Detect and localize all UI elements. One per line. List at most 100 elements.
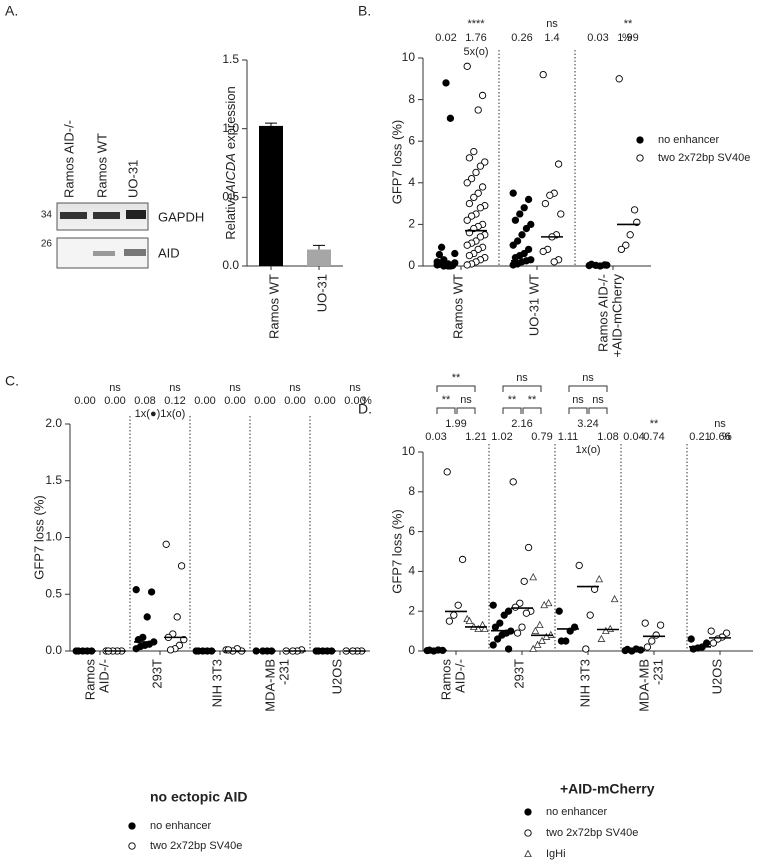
y-tick-label: 0 (408, 258, 415, 272)
bracket (522, 407, 542, 414)
significance: ** (452, 372, 461, 384)
point (626, 231, 634, 239)
point (648, 637, 656, 645)
point (454, 601, 462, 609)
point (557, 210, 565, 218)
panel-label: B. (358, 3, 371, 19)
point (173, 613, 181, 621)
bracket (502, 407, 522, 414)
series-group (575, 561, 599, 653)
point (516, 210, 524, 218)
point (465, 251, 474, 260)
percent-label: 1.4 (544, 32, 559, 44)
x-tick-label: MDA-MB (636, 659, 651, 712)
bracket (436, 385, 476, 392)
y-axis-label-part: expression (223, 86, 238, 149)
y-tick-label: 10 (402, 444, 416, 458)
point (463, 216, 471, 224)
significance: ** (624, 18, 633, 30)
x-tick-label: NIH 3T3 (577, 659, 592, 707)
point (656, 621, 665, 629)
point (516, 599, 524, 607)
percent-label: 3.24 (577, 418, 598, 430)
x-tick-label: U2OS (329, 659, 344, 695)
point (481, 158, 489, 166)
point (489, 601, 497, 609)
point (511, 216, 520, 224)
point (224, 646, 233, 654)
legend-label: two 2x72bp SV40e (658, 152, 750, 164)
point (444, 262, 452, 270)
y-axis-label: RelativeAICDA expression (223, 86, 238, 240)
percent-label: 0.00 (104, 395, 125, 407)
significance: ns (546, 18, 558, 30)
percent-label: 0.08 (134, 395, 155, 407)
point (513, 629, 522, 637)
band (60, 212, 87, 219)
point (476, 162, 485, 170)
panel-label: D. (358, 401, 372, 417)
percent-label: 0.00 (194, 395, 215, 407)
x-tick-label: +AID-mCherry (609, 274, 624, 358)
percent-label: 0.00 (224, 395, 245, 407)
significance: **** (467, 18, 485, 30)
point (504, 645, 513, 653)
point (463, 261, 471, 269)
x-tick-label: Ramos (82, 659, 97, 701)
legend-label: no enhancer (150, 820, 211, 832)
series-group (687, 635, 711, 653)
percent-label: 0.26 (511, 32, 532, 44)
significance: ns (592, 394, 604, 406)
point (437, 243, 446, 251)
bracket (502, 385, 542, 392)
y-tick-label: 6 (408, 133, 415, 147)
significance: ns (229, 382, 241, 394)
legend-title: no ectopic AID (150, 789, 248, 805)
point (450, 611, 458, 619)
bracket (568, 385, 608, 392)
series-group (132, 586, 158, 653)
point (177, 562, 186, 570)
series-group (509, 189, 535, 269)
point (529, 644, 538, 652)
percent-label: 2.16 (511, 418, 532, 430)
series-group (489, 601, 515, 653)
percent-label: 0.79 (531, 431, 552, 443)
point (463, 241, 471, 249)
band (93, 212, 120, 219)
y-axis-label: GFP7 loss (%) (389, 120, 404, 205)
legend-label: two 2x72bp SV40e (150, 840, 242, 852)
y-axis-label: GFP7 loss (%) (389, 509, 404, 594)
bracket (456, 407, 476, 414)
point (520, 577, 528, 585)
point (433, 258, 441, 266)
point (132, 586, 140, 594)
point (687, 635, 695, 643)
point (707, 627, 715, 635)
significance: ns (169, 382, 181, 394)
series-group (621, 645, 645, 655)
bar (259, 125, 283, 266)
legend-label: no enhancer (658, 134, 719, 146)
point (601, 626, 610, 634)
mw-marker: 34 (41, 210, 53, 221)
point (542, 632, 551, 640)
point (554, 160, 563, 168)
percent-label: 1.08 (597, 431, 618, 443)
point (465, 616, 474, 625)
legend-label: two 2x72bp SV40e (546, 827, 638, 839)
x-tick-label: Ramos AID-/- (595, 274, 610, 352)
bar (307, 249, 331, 266)
y-tick-label: 0 (408, 643, 415, 657)
point (443, 468, 451, 476)
lane-label: Ramos WT (94, 133, 109, 198)
point (615, 75, 623, 83)
x-tick-label: AID-/- (452, 659, 467, 693)
y-tick-label: 8 (408, 484, 415, 498)
x-tick-label: AID-/- (96, 659, 111, 693)
lane-label: UO-31 (125, 160, 140, 198)
percent-label: 1.76 (465, 32, 486, 44)
series-group (615, 75, 641, 254)
